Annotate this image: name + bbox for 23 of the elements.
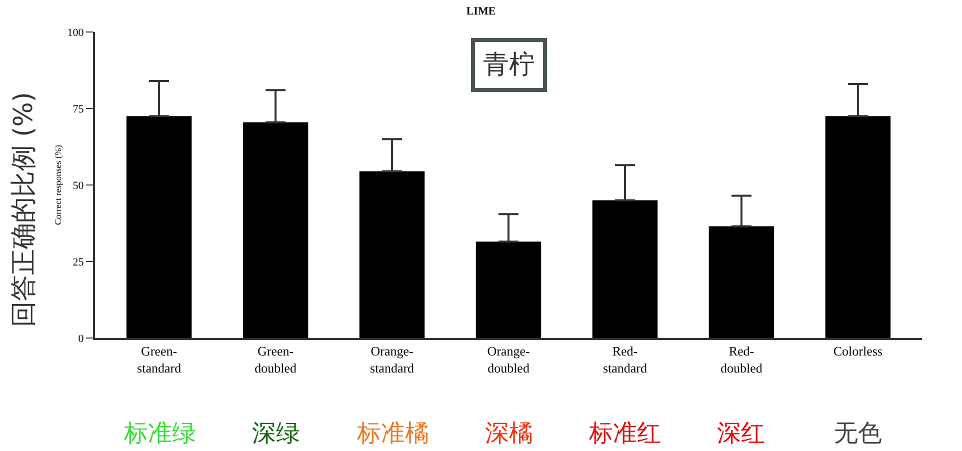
x-tick-label: Red- standard — [602, 344, 648, 376]
x-tick-label: Orange- standard — [370, 344, 415, 376]
text: 深红 — [717, 419, 765, 447]
text: 标准绿 — [123, 419, 196, 447]
y-tick-label: 0 — [78, 332, 84, 345]
x-tick-label: Red- doubled — [720, 344, 763, 376]
text: 标准橘 — [356, 419, 429, 447]
chart-title: LIME — [466, 5, 496, 18]
y-tick-label: 75 — [72, 103, 84, 116]
x-tick-label: Green- doubled — [254, 344, 297, 376]
text: 标准红 — [588, 419, 661, 447]
y-tick-label: 100 — [67, 26, 84, 39]
x-tick-label: Orange- doubled — [487, 344, 530, 376]
text: 青柠 — [483, 50, 535, 80]
x-tick-label: Colorless — [833, 344, 883, 359]
text: 回答正确的比例 (%) — [9, 92, 40, 328]
y-tick-label: 25 — [72, 256, 84, 268]
text: 深橘 — [485, 419, 533, 447]
text: 无色 — [834, 419, 882, 447]
y-tick-label: 50 — [72, 180, 84, 192]
y-axis-title: Correct responses (%) — [53, 145, 64, 225]
text: 深绿 — [252, 419, 300, 447]
x-tick-label: Green- standard — [137, 344, 182, 376]
